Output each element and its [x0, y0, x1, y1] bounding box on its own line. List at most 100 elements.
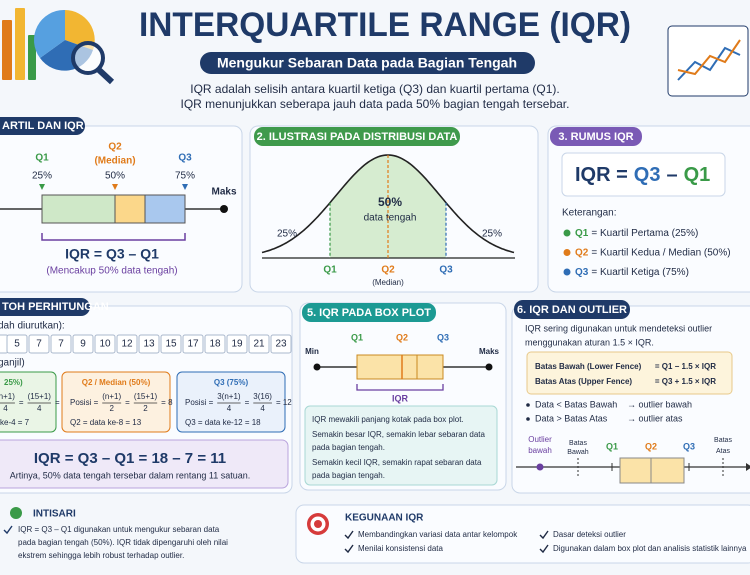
- denominator: 4: [227, 404, 232, 413]
- quartile-box: [0, 371, 57, 433]
- section-title: 6. IQR DAN OUTLIER: [517, 304, 627, 316]
- q3-label: Q3: [178, 153, 192, 164]
- fence-label: Batas Atas (Upper Fence): [535, 377, 632, 386]
- number-box: [94, 334, 116, 354]
- title: INTERQUARTILE RANGE (IQR): [139, 6, 631, 44]
- formula-part: Q1: [684, 164, 711, 186]
- icon-magnifier: [95, 66, 115, 85]
- intro: IQR adalah selisih antara kuartil ketiga…: [190, 82, 560, 96]
- number: 17: [187, 339, 199, 350]
- quartile-box-result: Q2 = data ke-8 = 13: [70, 418, 142, 427]
- number: 19: [231, 339, 243, 350]
- min-label: Min: [305, 347, 319, 356]
- number: 9: [80, 339, 86, 350]
- q3-percent: 75%: [175, 171, 195, 182]
- q1-label: Q1: [606, 441, 618, 451]
- q1-label: Q1: [351, 332, 363, 342]
- section-header: [550, 127, 642, 146]
- axis-label: Bawah: [567, 449, 589, 456]
- formula-box: [561, 152, 726, 197]
- fence-formula: = Q3 + 1.5 × IQR: [655, 377, 716, 386]
- formula-part: IQR =: [575, 164, 628, 186]
- note: IQR mewakili panjang kotak pada box plot…: [312, 415, 464, 424]
- outlier-dot: [536, 463, 544, 471]
- section-title: ARTIL DAN IQR: [2, 120, 84, 132]
- center-label: data tengah: [364, 213, 417, 224]
- number-box: [182, 334, 204, 354]
- number: 15: [165, 339, 177, 350]
- section-header: [302, 303, 436, 322]
- number-box: [28, 334, 50, 354]
- legend-text: = Kuartil Ketiga (75%): [591, 267, 689, 278]
- section-header: [0, 298, 90, 316]
- icon-bar: [15, 8, 25, 80]
- number: 18: [209, 339, 221, 350]
- number: 7: [58, 339, 64, 350]
- bullet: [526, 403, 530, 407]
- axis-label: Outlier: [528, 435, 552, 444]
- numerator: 3(16): [253, 392, 272, 401]
- formula: IQR = Q3– Q1: [575, 164, 710, 186]
- q2-label: Q2: [108, 142, 122, 153]
- number: 21: [253, 339, 265, 350]
- check-icon: [3, 525, 13, 535]
- icon-bar: [2, 20, 12, 80]
- number: 7: [36, 339, 42, 350]
- number-box: [6, 334, 28, 354]
- section-header: [514, 300, 630, 319]
- section-title: 5. IQR PADA BOX PLOT: [307, 307, 431, 319]
- q1-percent: 25%: [32, 171, 52, 182]
- pointer: [182, 184, 188, 190]
- denominator: 2: [143, 404, 148, 413]
- left-percent: 25%: [277, 229, 297, 240]
- q3-label: Q3: [437, 332, 449, 342]
- legend-dot: [563, 268, 571, 276]
- quartile-box-title: 25%): [4, 378, 23, 387]
- icon-pie: [65, 10, 95, 50]
- number-box: [248, 334, 270, 354]
- note: pada bagian tengah.: [312, 443, 385, 452]
- numerator: (n+1): [102, 392, 121, 401]
- denominator: 4: [260, 404, 265, 413]
- q2-percent: 50%: [105, 171, 125, 182]
- denominator: 2: [109, 404, 114, 413]
- number-box: [226, 334, 248, 354]
- box: [619, 457, 685, 484]
- q2-sub: (Median): [94, 156, 135, 167]
- check-icon: [344, 530, 354, 540]
- quartile-box-result: ke-4 = 7: [0, 418, 30, 427]
- number: 12: [121, 339, 133, 350]
- axis-label: Batas: [569, 440, 587, 447]
- check-icon: [539, 544, 549, 554]
- q2-label: Q2: [381, 265, 395, 276]
- box: [114, 194, 146, 224]
- icon-chart: [677, 46, 741, 81]
- number: 23: [275, 339, 287, 350]
- denominator: 4: [3, 404, 8, 413]
- check-icon: [539, 530, 549, 540]
- number-box: [138, 334, 160, 354]
- section-title: 2. ILUSTRASI PADA DISTRIBUSI DATA: [257, 131, 458, 143]
- subtitle: Mengukur Sebaran Data pada Bagian Tengah: [217, 55, 517, 71]
- check-icon: [344, 544, 354, 554]
- q3-label: Q3: [683, 441, 695, 451]
- formula-part: –: [666, 164, 677, 186]
- icon-magnifier: [71, 41, 105, 75]
- summary-line: ekstrem sehingga lebih robust terhadap o…: [18, 551, 184, 560]
- center-percent: 50%: [378, 195, 402, 209]
- subtitle-banner: [200, 52, 535, 74]
- axis-label: Batas: [714, 437, 732, 444]
- bracket: [41, 233, 186, 241]
- q2-label: Q2: [645, 441, 657, 451]
- q2-label: Q2: [396, 332, 408, 342]
- intro: IQR menunjukkan seberapa jauh data pada …: [181, 97, 570, 111]
- pointer: [39, 184, 45, 190]
- equation-part: = 4: [55, 398, 67, 407]
- fence-box: [526, 351, 733, 395]
- bullet: [526, 417, 530, 421]
- legend-item: Q1 = Kuartil Pertama (25%): [575, 228, 698, 239]
- min-dot: [313, 363, 321, 371]
- fence-label: Batas Bawah (Lower Fence): [535, 362, 642, 371]
- number-box: [270, 334, 292, 354]
- result: IQR = Q3 – Q1 = 18 – 7 = 11: [34, 450, 226, 467]
